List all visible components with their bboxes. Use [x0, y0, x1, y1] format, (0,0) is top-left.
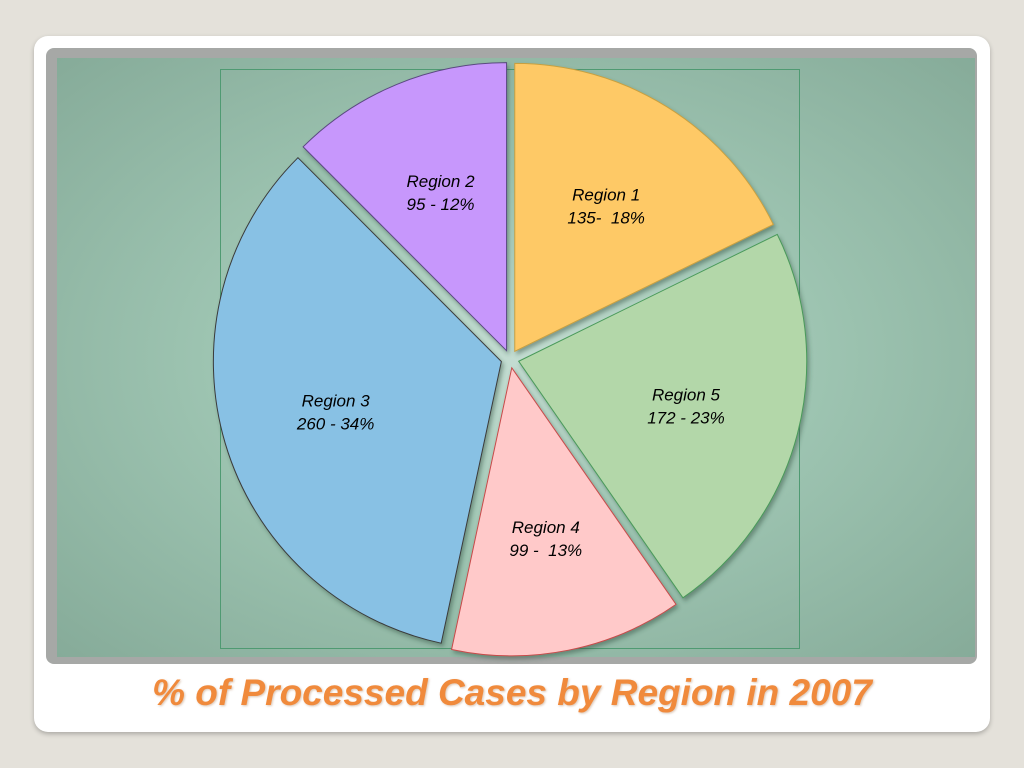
slice-label-value: 172 - 23% — [647, 409, 725, 428]
slice-label-value: 99 - 13% — [509, 541, 582, 560]
slice-label-name: Region 5 — [652, 386, 721, 405]
slide-title: % of Processed Cases by Region in 2007 — [152, 672, 872, 713]
slice-label-name: Region 2 — [406, 172, 475, 191]
pie-slice-region-2 — [302, 62, 508, 352]
slice-label-name: Region 3 — [302, 391, 371, 410]
pie-slice-region-5 — [517, 233, 808, 599]
slice-label-value: 135- 18% — [567, 209, 645, 228]
pie-slice-region-4 — [450, 366, 677, 657]
pie-slice-region-3 — [212, 156, 502, 644]
slice-label-name: Region 1 — [572, 186, 640, 205]
slice-label-value: 260 - 34% — [296, 414, 375, 433]
pie-slice-region-1 — [514, 62, 774, 353]
slice-label-value: 95 - 12% — [406, 195, 474, 214]
slice-label-name: Region 4 — [512, 518, 580, 537]
